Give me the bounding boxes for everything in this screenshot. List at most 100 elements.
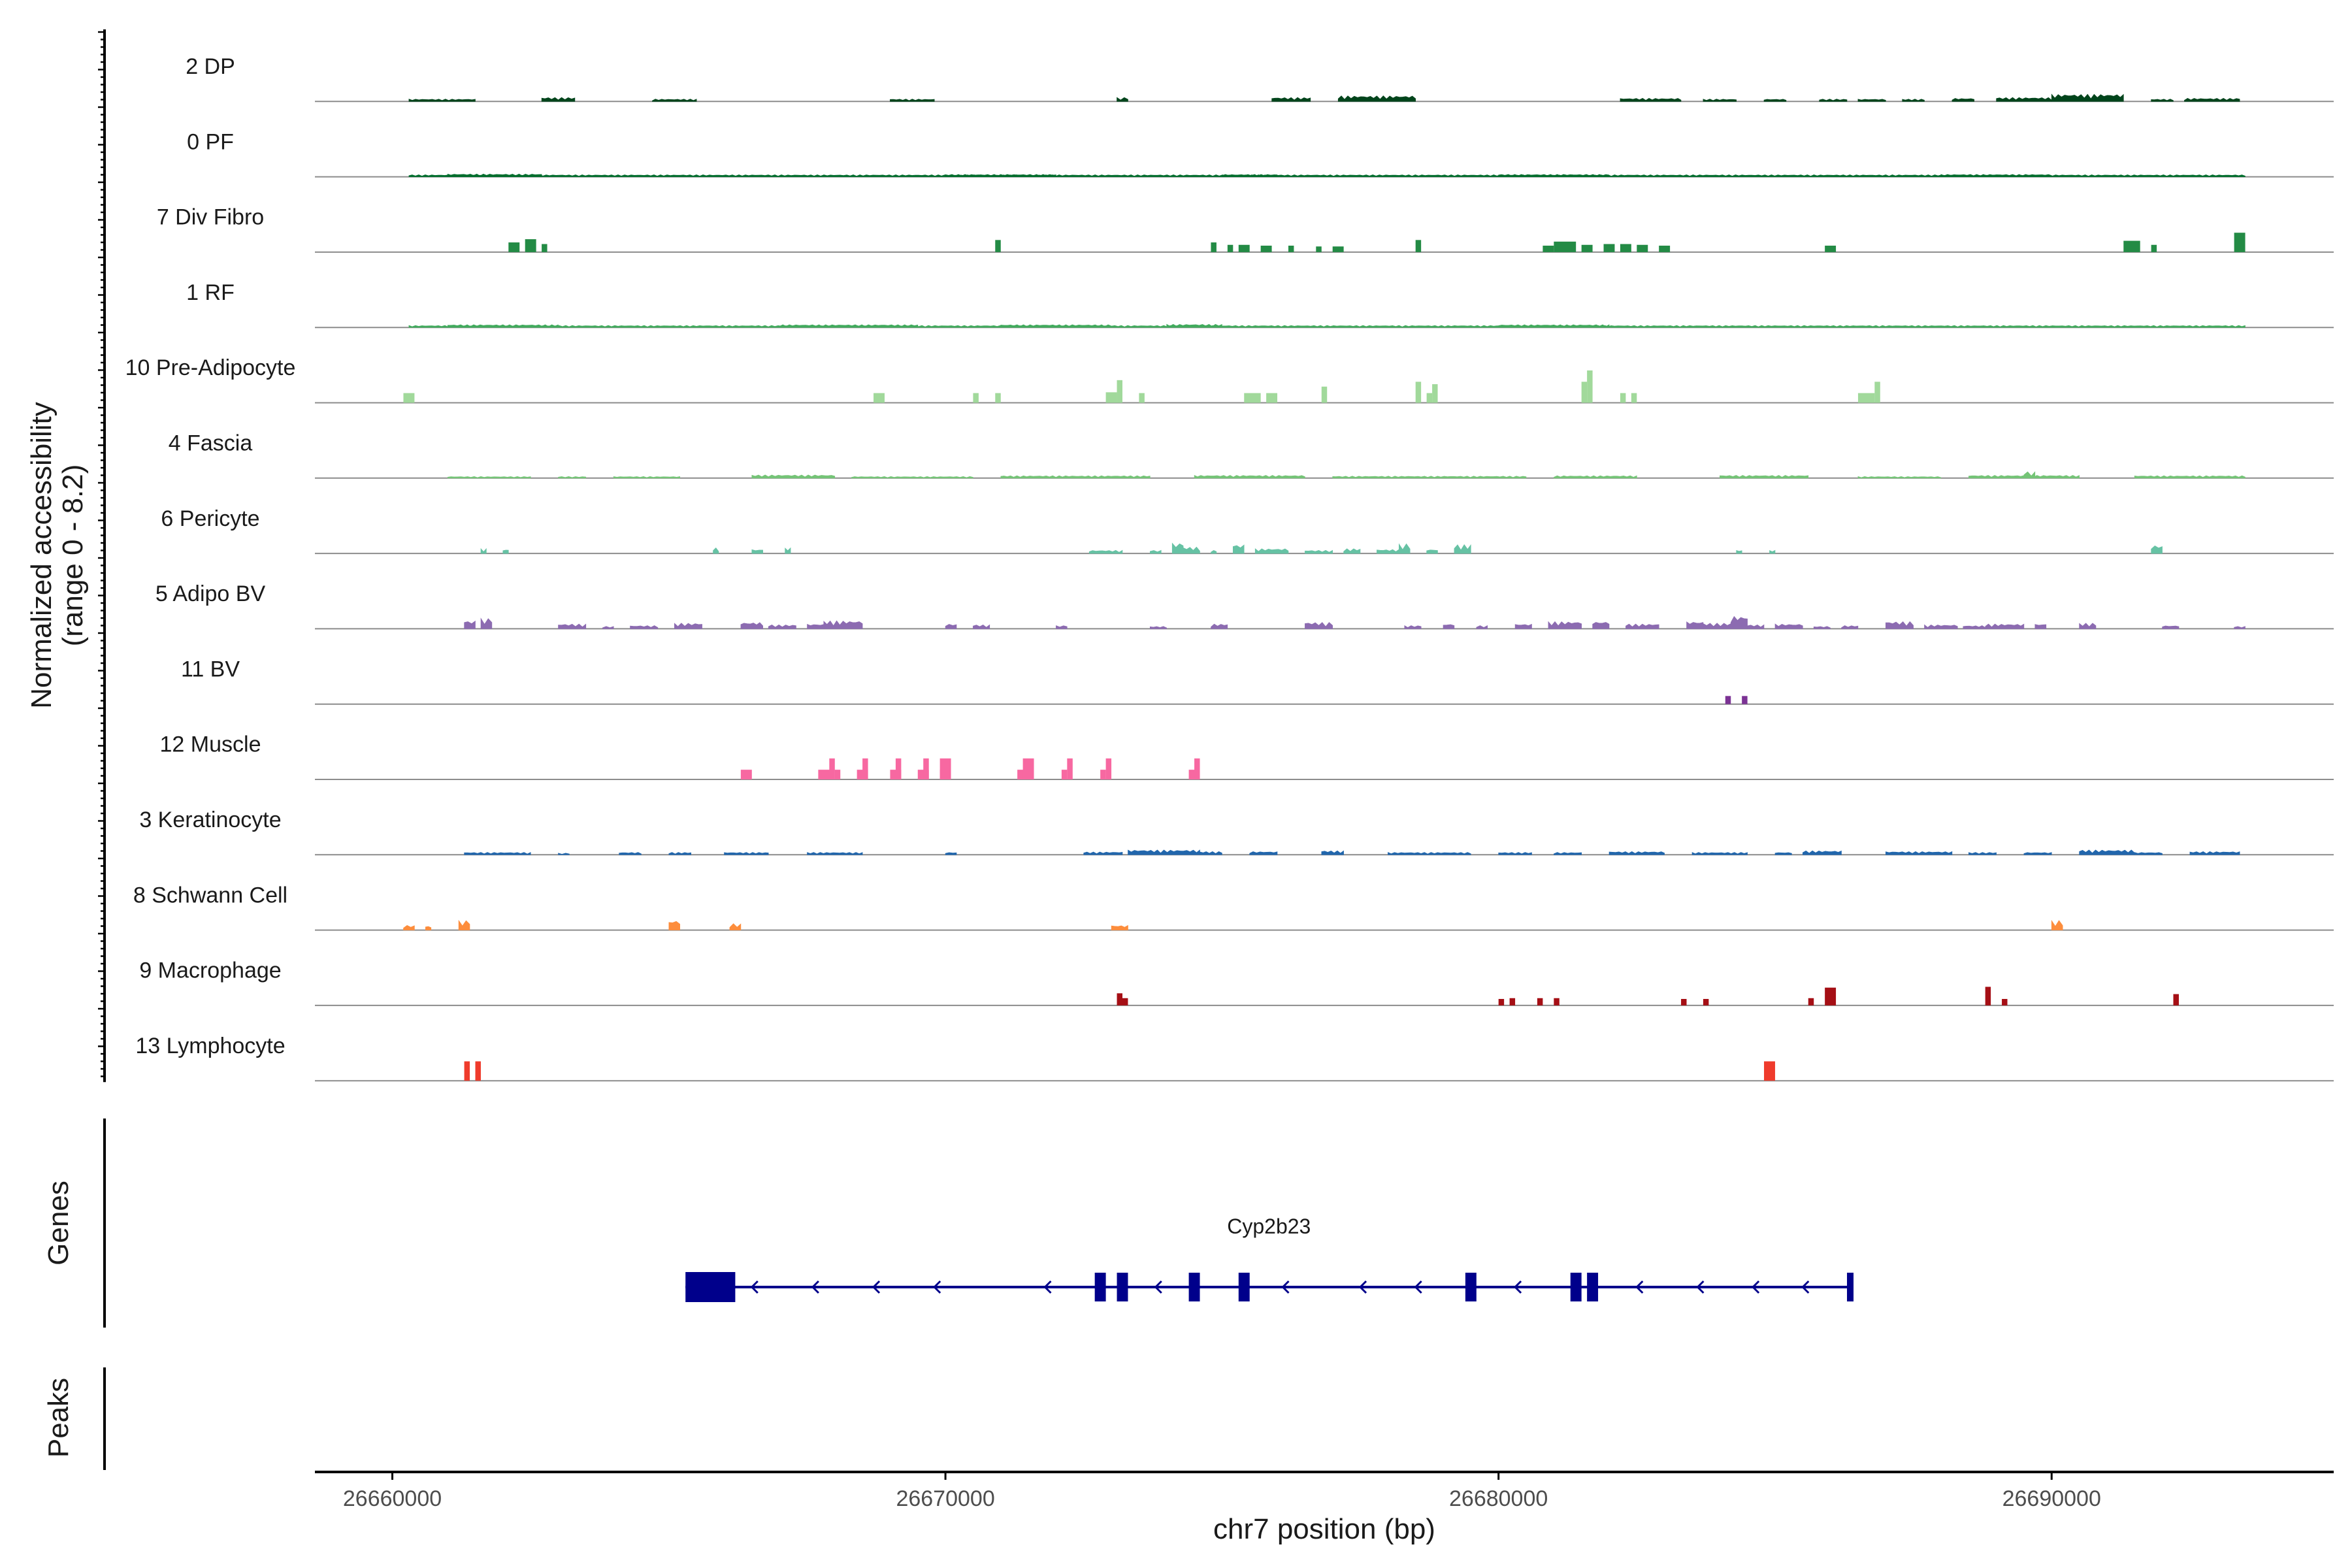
coverage-peak: [1404, 625, 1422, 629]
coverage-peak: [740, 622, 763, 629]
y-axis-title: Normalized accessibility: [25, 402, 57, 708]
genes-panel-title: Genes: [42, 1181, 74, 1266]
coverage-peak: [1620, 98, 1682, 102]
coverage-peak: [1554, 998, 1560, 1005]
coverage-peak: [785, 547, 791, 554]
coverage-peak: [1332, 246, 1344, 252]
coverage-peak: [945, 174, 1056, 177]
gene-exon: [685, 1272, 736, 1302]
coverage-peak: [1254, 548, 1289, 554]
gene-strand-arrow: [1801, 1280, 1810, 1294]
coverage-peak: [1117, 380, 1122, 403]
coverage-peak: [1774, 852, 1792, 855]
coverage-peak: [945, 624, 957, 629]
track-label: 4 Fascia: [169, 431, 253, 456]
coverage-peak: [1963, 625, 1985, 629]
coverage-peak: [1691, 852, 1748, 855]
coverage-peak: [923, 758, 929, 779]
coverage-peak: [1514, 623, 1532, 629]
coverage-peak: [807, 623, 825, 629]
coverage-peak: [1730, 615, 1748, 629]
coverage-peak: [502, 549, 509, 554]
track-label: 10 Pre-Adipocyte: [125, 355, 296, 380]
coverage-peak: [1056, 625, 1068, 629]
track-label: 9 Macrophage: [139, 958, 281, 983]
coverage-peak: [1703, 99, 1737, 102]
coverage-peak: [945, 852, 957, 855]
track-label: 7 Div Fibro: [157, 205, 264, 230]
coverage-peak: [619, 852, 642, 855]
gene-strand-arrow: [872, 1280, 881, 1294]
coverage-peak: [862, 758, 868, 779]
gene-strand-arrow: [1154, 1280, 1162, 1294]
coverage-peak: [464, 1061, 470, 1081]
coverage-peak: [1377, 549, 1399, 554]
coverage-peak: [1139, 393, 1145, 403]
y-axis-range: (range 0 - 8.2): [57, 465, 89, 647]
coverage-peak: [1985, 623, 2025, 629]
coverage-peak: [2079, 623, 2097, 629]
coverage-peak: [2173, 994, 2179, 1005]
coverage-peak: [1166, 323, 1222, 328]
gene-name-label: Cyp2b23: [1227, 1215, 1311, 1238]
coverage-peak: [2134, 475, 2246, 479]
coverage-peak: [1249, 851, 1278, 855]
coverage-peak: [995, 240, 1001, 252]
coverage-peak: [652, 99, 697, 102]
coverage-peak: [1000, 324, 1112, 328]
coverage-peak: [1388, 852, 1471, 855]
coverage-peak: [1088, 549, 1123, 554]
coverage-peak: [1100, 770, 1106, 779]
coverage-peak: [1769, 549, 1776, 554]
coverage-peak: [1171, 542, 1184, 554]
gene-exon: [1238, 1273, 1250, 1301]
coverage-peak: [1703, 999, 1709, 1005]
coverage-peak: [1554, 475, 1637, 479]
coverage-peak: [464, 852, 531, 855]
track-label: 3 Keratinocyte: [139, 808, 281, 832]
accessibility-axis: [98, 29, 106, 1083]
coverage-peak: [1105, 758, 1112, 779]
coverage-peak: [1985, 987, 1991, 1005]
coverage-peak: [1022, 758, 1034, 779]
coverage-peak: [558, 476, 587, 479]
coverage-peak: [1227, 244, 1233, 252]
coverage-peak: [447, 173, 542, 177]
coverage-peak: [425, 926, 432, 930]
x-tick-label: 26670000: [896, 1486, 994, 1511]
coverage-peak: [1857, 393, 1875, 403]
track-label: 13 Lymphocyte: [135, 1034, 285, 1058]
coverage-peak: [829, 758, 835, 779]
coverage-peak: [1200, 851, 1222, 855]
coverage-peak: [1813, 626, 1831, 629]
coverage-peak: [1498, 852, 1532, 855]
coverage-peak: [1554, 852, 1582, 855]
coverage-peak: [508, 242, 520, 252]
coverage-peak: [1625, 623, 1659, 629]
coverage-peak: [1415, 382, 1422, 403]
coverage-peak: [1681, 999, 1687, 1005]
coverage-peak: [2051, 919, 2063, 930]
coverage-peak: [2051, 93, 2124, 102]
gene-exon: [1117, 1273, 1128, 1301]
gene-strand-arrow: [1696, 1280, 1705, 1294]
coverage-peak: [751, 549, 763, 554]
coverage-peak: [1537, 998, 1543, 1005]
track-label: 1 RF: [186, 280, 235, 305]
coverage-peak: [1426, 393, 1433, 403]
coverage-peak: [1857, 476, 1942, 479]
track-label: 2 DP: [186, 54, 235, 79]
gene-exon: [1188, 1273, 1200, 1301]
track-11-bv: 11 BV: [181, 657, 2334, 705]
coverage-peak: [480, 547, 487, 554]
coverage-peak: [2151, 99, 2174, 102]
coverage-peak: [1337, 95, 1416, 102]
coverage-peak: [613, 476, 680, 479]
coverage-peak: [1968, 852, 1997, 855]
coverage-peak: [1266, 393, 1278, 403]
coverage-peak: [1686, 621, 1704, 629]
coverage-peak: [1432, 384, 1438, 403]
coverage-peak: [1996, 97, 2052, 102]
coverage-peak: [558, 623, 587, 629]
coverage-peak: [1592, 622, 1610, 629]
